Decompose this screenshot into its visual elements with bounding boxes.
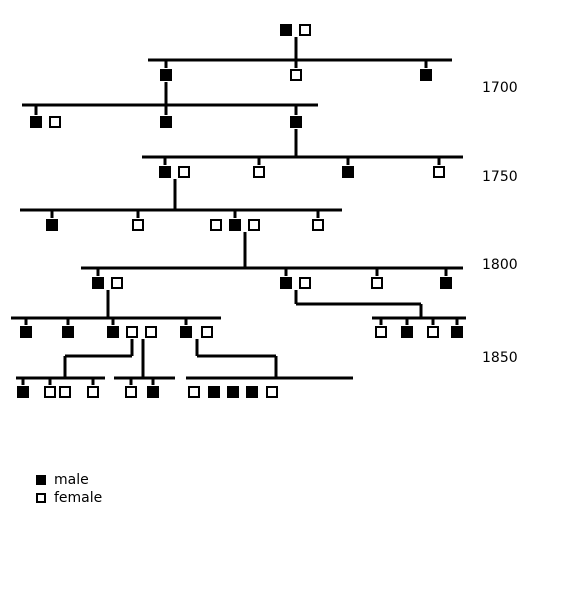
female-person-icon <box>87 386 99 398</box>
female-person-icon <box>178 166 190 178</box>
male-person-icon <box>30 116 42 128</box>
year-label-1800: 1800 <box>482 257 518 273</box>
male-person-icon <box>440 277 452 289</box>
female-person-icon <box>132 219 144 231</box>
female-person-icon <box>201 326 213 338</box>
female-person-icon <box>290 69 302 81</box>
male-person-icon <box>62 326 74 338</box>
male-person-icon <box>280 277 292 289</box>
legend-female-label: female <box>54 490 103 506</box>
female-person-icon <box>375 326 387 338</box>
male-person-icon <box>227 386 239 398</box>
male-person-icon <box>107 326 119 338</box>
male-person-icon <box>160 69 172 81</box>
female-person-icon <box>253 166 265 178</box>
female-person-icon <box>266 386 278 398</box>
female-person-icon <box>126 326 138 338</box>
legend-male: male <box>36 472 89 488</box>
male-person-icon <box>92 277 104 289</box>
male-person-icon <box>180 326 192 338</box>
year-label-1700: 1700 <box>482 80 518 96</box>
male-person-icon <box>46 219 58 231</box>
female-person-icon <box>210 219 222 231</box>
male-person-icon <box>147 386 159 398</box>
female-person-icon <box>299 24 311 36</box>
female-person-icon <box>248 219 260 231</box>
female-person-icon <box>111 277 123 289</box>
female-person-icon <box>371 277 383 289</box>
male-person-icon <box>401 326 413 338</box>
female-person-icon <box>44 386 56 398</box>
female-person-icon <box>145 326 157 338</box>
filled-square-icon <box>36 475 46 485</box>
male-person-icon <box>20 326 32 338</box>
female-person-icon <box>59 386 71 398</box>
male-person-icon <box>420 69 432 81</box>
male-person-icon <box>342 166 354 178</box>
male-person-icon <box>290 116 302 128</box>
male-person-icon <box>159 166 171 178</box>
legend-female: female <box>36 490 103 506</box>
male-person-icon <box>451 326 463 338</box>
female-person-icon <box>433 166 445 178</box>
female-person-icon <box>427 326 439 338</box>
year-label-1850: 1850 <box>482 350 518 366</box>
legend-male-label: male <box>54 472 89 488</box>
female-person-icon <box>188 386 200 398</box>
female-person-icon <box>299 277 311 289</box>
male-person-icon <box>17 386 29 398</box>
male-person-icon <box>246 386 258 398</box>
male-person-icon <box>280 24 292 36</box>
female-person-icon <box>49 116 61 128</box>
outlined-square-icon <box>36 493 46 503</box>
year-label-1750: 1750 <box>482 169 518 185</box>
female-person-icon <box>125 386 137 398</box>
female-person-icon <box>312 219 324 231</box>
male-person-icon <box>229 219 241 231</box>
male-person-icon <box>208 386 220 398</box>
male-person-icon <box>160 116 172 128</box>
